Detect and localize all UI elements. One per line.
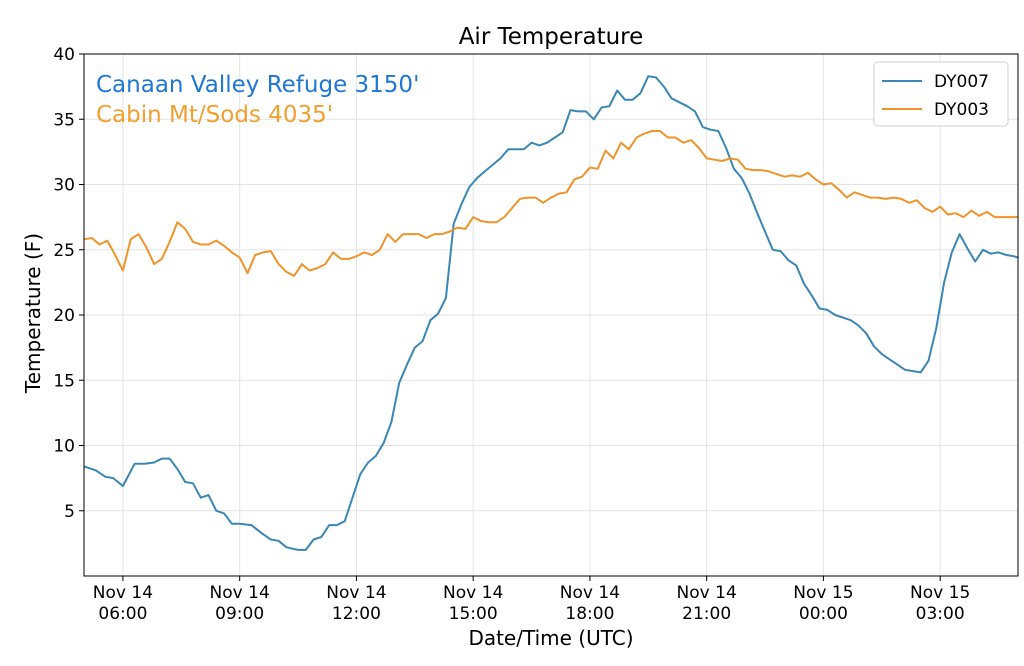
legend: DY007 DY003 bbox=[873, 61, 1009, 127]
station-label-canaan-valley: Canaan Valley Refuge 3150' bbox=[96, 72, 419, 98]
y-tick-label: 25 bbox=[53, 241, 75, 261]
plot-series bbox=[83, 75, 1019, 551]
y-tick-label: 20 bbox=[53, 306, 75, 326]
y-axis-title: Temperature (F) bbox=[21, 233, 45, 394]
x-tick-label-date: Nov 14 bbox=[93, 583, 153, 603]
x-tick-label-time: 06:00 bbox=[98, 604, 147, 624]
x-tick-label-date: Nov 14 bbox=[677, 583, 737, 603]
series-line-dy003 bbox=[83, 130, 1018, 277]
x-tick-label-time: 15:00 bbox=[449, 604, 498, 624]
x-tick-label-time: 09:00 bbox=[215, 604, 264, 624]
x-tick-label-date: Nov 14 bbox=[560, 583, 620, 603]
x-tick-label-date: Nov 15 bbox=[793, 583, 853, 603]
x-tick-label-time: 18:00 bbox=[565, 604, 614, 624]
y-tick-label: 10 bbox=[53, 437, 75, 457]
y-tick-label: 40 bbox=[53, 45, 75, 65]
x-tick-label-date: Nov 15 bbox=[910, 583, 970, 603]
grid-lines bbox=[84, 53, 1018, 576]
y-tick-label: 5 bbox=[64, 502, 75, 522]
x-tick-label-date: Nov 14 bbox=[443, 583, 503, 603]
y-tick-label: 15 bbox=[53, 371, 75, 391]
x-tick-label-time: 21:00 bbox=[682, 604, 731, 624]
x-tick-label-time: 12:00 bbox=[332, 604, 381, 624]
station-label-cabin-mt: Cabin Mt/Sods 4035' bbox=[96, 102, 333, 128]
legend-label-dy007: DY007 bbox=[934, 72, 989, 92]
y-tick-label: 30 bbox=[53, 176, 75, 196]
legend-label-dy003: DY003 bbox=[934, 100, 989, 120]
x-tick-label-time: 03:00 bbox=[916, 604, 965, 624]
x-tick-label-date: Nov 14 bbox=[210, 583, 270, 603]
y-axis-ticks: 5 10 15 20 25 30 35 40 bbox=[53, 45, 84, 522]
x-axis-title: Date/Time (UTC) bbox=[468, 626, 633, 650]
y-tick-label: 35 bbox=[53, 110, 75, 130]
series-line-dy007 bbox=[83, 75, 1019, 551]
x-tick-label-date: Nov 14 bbox=[326, 583, 386, 603]
x-tick-label-time: 00:00 bbox=[799, 604, 848, 624]
chart-title: Air Temperature bbox=[459, 24, 644, 50]
